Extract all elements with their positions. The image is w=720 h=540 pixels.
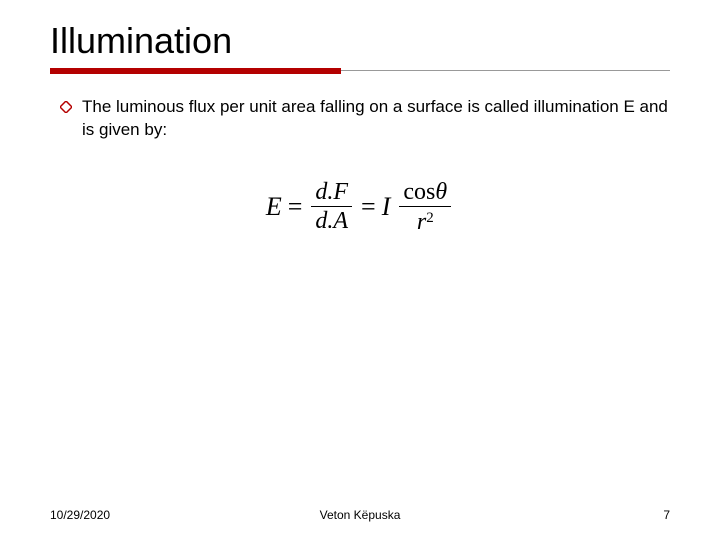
title-rule bbox=[50, 68, 670, 74]
eq-frac1-den-var: A bbox=[333, 208, 348, 234]
eq-frac2-num: cosθ bbox=[399, 178, 451, 206]
title-rule-accent bbox=[50, 68, 341, 74]
eq-frac-1: d.F d.A bbox=[311, 178, 352, 235]
footer-author: Veton Këpuska bbox=[320, 508, 401, 522]
slide: Illumination The luminous flux per unit … bbox=[0, 0, 720, 540]
equation-region: E = d.F d.A = I cosθ r2 bbox=[50, 178, 670, 236]
eq-frac2-den: r2 bbox=[413, 207, 438, 236]
slide-footer: 10/29/2020 Veton Këpuska 7 bbox=[50, 508, 670, 522]
eq-theta: θ bbox=[435, 179, 447, 205]
eq-frac1-den: d.A bbox=[311, 207, 352, 235]
diamond-bullet-icon bbox=[60, 101, 72, 113]
eq-lhs-var: E bbox=[266, 192, 282, 222]
eq-equals-2: = bbox=[361, 192, 376, 222]
footer-date: 10/29/2020 bbox=[50, 508, 110, 522]
slide-title: Illumination bbox=[50, 20, 670, 62]
eq-frac1-num-prefix: d. bbox=[315, 179, 333, 205]
eq-cos-func: cos bbox=[403, 179, 435, 205]
bullet-item: The luminous flux per unit area falling … bbox=[50, 96, 670, 142]
eq-frac1-num: d.F bbox=[311, 178, 352, 206]
eq-equals-1: = bbox=[288, 192, 303, 222]
eq-frac1-den-prefix: d. bbox=[315, 208, 333, 234]
footer-page-number: 7 bbox=[663, 508, 670, 522]
title-rule-thin bbox=[341, 70, 670, 74]
eq-frac1-num-var: F bbox=[333, 179, 348, 205]
eq-frac-2: cosθ r2 bbox=[399, 178, 451, 236]
eq-r-var: r bbox=[417, 209, 426, 235]
equation: E = d.F d.A = I cosθ r2 bbox=[266, 178, 454, 236]
bullet-text: The luminous flux per unit area falling … bbox=[82, 96, 670, 142]
eq-coeff-var: I bbox=[382, 192, 391, 222]
eq-r-exp: 2 bbox=[426, 210, 434, 226]
